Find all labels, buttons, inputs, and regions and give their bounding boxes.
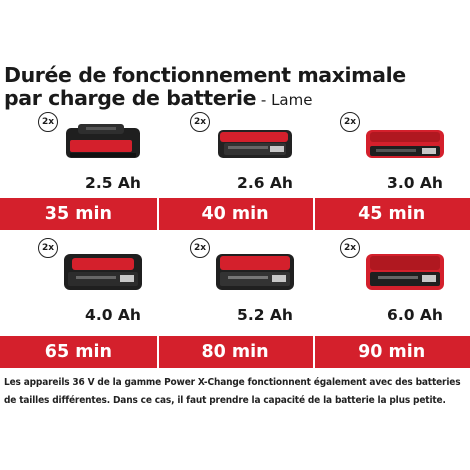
title-line-2: par charge de batterie - Lame [4, 87, 466, 112]
battery-3-0ah-icon [366, 130, 444, 158]
runtime-value: 35 min [44, 204, 112, 224]
runtime-value: 45 min [313, 198, 470, 230]
battery-capacity: 3.0 Ah [387, 174, 443, 192]
footnote-line-1: Les appareils 36 V de la gamme Power X-C… [4, 377, 461, 388]
battery-capacity: 6.0 Ah [387, 306, 443, 324]
footnote-line-2: de tailles différentes. Dans ce cas, il … [4, 395, 446, 406]
footnote: Les appareils 36 V de la gamme Power X-C… [4, 374, 466, 410]
title-line-2-main: par charge de batterie [4, 86, 257, 110]
battery-6-0ah-icon [366, 254, 444, 290]
battery-capacity: 2.6 Ah [237, 174, 293, 192]
runtime-bar-row-2: 65 min 80 min 90 min [0, 336, 470, 368]
runtime-value: 80 min [156, 336, 314, 368]
quantity-badge: 2x [340, 238, 360, 258]
battery-row-1: 2x 2.5 Ah 2x 2.6 Ah 2x [0, 112, 470, 232]
quantity-badge: 2x [38, 238, 58, 258]
runtime-bar-row-1: 35 min 40 min 45 min [0, 198, 470, 230]
quantity-badge: 2x [340, 112, 360, 132]
page-title: Durée de fonctionnement maximale par cha… [4, 64, 466, 112]
title-suffix: - Lame [256, 91, 313, 109]
battery-4-0ah-icon [64, 254, 142, 290]
battery-2-5ah-icon [66, 124, 140, 158]
battery-row-2: 2x 4.0 Ah 2x 5.2 Ah 2x [0, 238, 470, 358]
title-line-1: Durée de fonctionnement maximale [4, 63, 406, 87]
battery-capacity: 2.5 Ah [85, 174, 141, 192]
battery-5-2ah-icon [216, 254, 294, 290]
runtime-value: 40 min [156, 198, 314, 230]
quantity-badge: 2x [190, 238, 210, 258]
battery-capacity: 4.0 Ah [85, 306, 141, 324]
battery-capacity: 5.2 Ah [237, 306, 293, 324]
quantity-badge: 2x [38, 112, 58, 132]
battery-2-6ah-icon [218, 130, 292, 158]
runtime-value: 65 min [44, 342, 112, 362]
quantity-badge: 2x [190, 112, 210, 132]
runtime-value: 90 min [313, 336, 470, 368]
